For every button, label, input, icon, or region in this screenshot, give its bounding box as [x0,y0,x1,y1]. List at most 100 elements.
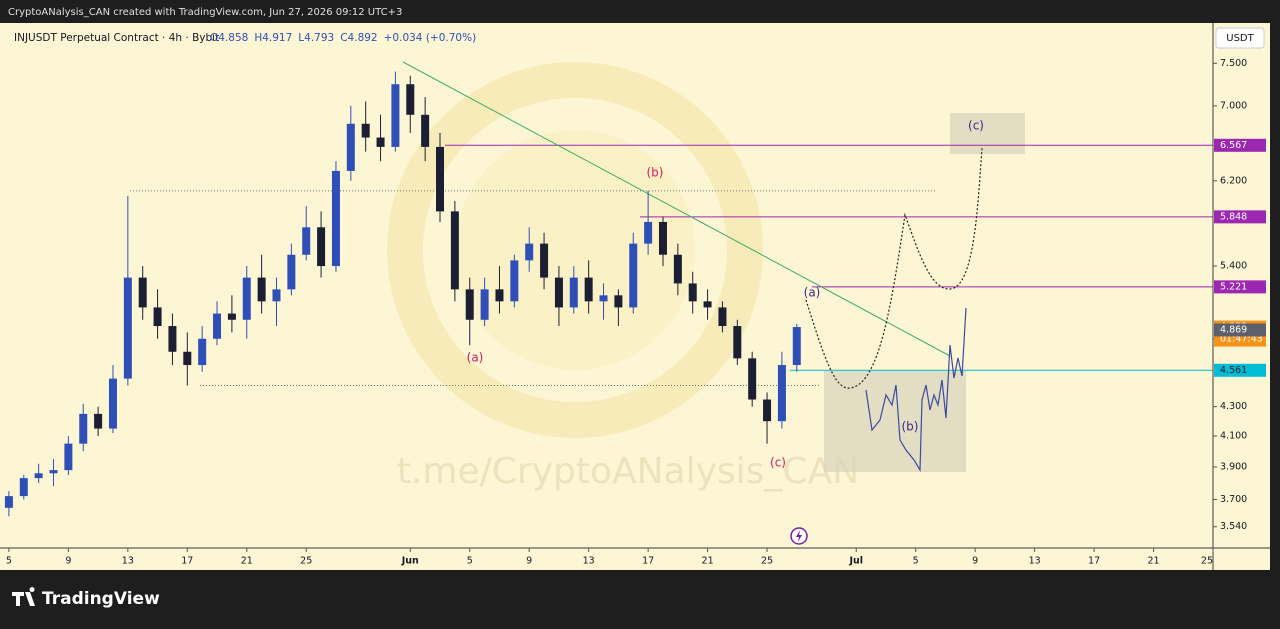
price-label-bg [1214,138,1266,152]
candle-body [168,326,177,352]
x-tick-label: Jun [401,556,419,567]
price-label: 4.561 [1220,365,1247,376]
y-tick-label: 3.540 [1220,521,1247,532]
candle-body [703,301,712,308]
price-label-bg [1214,280,1266,294]
candle-body [49,470,58,474]
candle-body [436,146,445,212]
price-label-bg [1214,363,1266,377]
candle-body [64,443,73,471]
wave-label: (c) [770,456,786,470]
candle-body [287,254,296,290]
currency: USDT [1226,33,1254,44]
ohlc-value: H4.917 [254,32,292,44]
brand-logo [12,587,35,606]
currency-button[interactable] [1215,27,1265,49]
candle-body [644,221,653,244]
candle-body [317,227,326,267]
wave-label: (c) [968,119,984,133]
watermark-logo [455,130,695,370]
y-tick-label: 3.700 [1220,494,1247,505]
candle-body [242,277,251,320]
candle-body [540,243,549,278]
candle-body [346,123,355,171]
frame [1270,23,1280,570]
price-label: 5.848 [1220,211,1247,222]
x-tick-label: 13 [122,556,134,567]
brand: TradingView [42,589,160,609]
candle-body [302,227,311,255]
candle-body [599,295,608,302]
x-tick-label: 13 [583,556,595,567]
candle-body [4,496,13,508]
candle-body [510,260,519,302]
x-tick-label: 25 [761,556,773,567]
projection-path [805,147,983,389]
candle-body [673,254,682,284]
candle-body [495,289,504,302]
candle-body [658,221,667,255]
price-label: 5.221 [1220,281,1247,292]
candle-body [213,313,222,339]
candle-body [376,137,385,147]
candle-body [34,473,43,479]
trendline [402,61,951,357]
ohlc-value: L4.793 [298,32,334,44]
candle-body [421,114,430,147]
x-tick-label: Jul [848,556,863,567]
candle-body [525,243,534,261]
candle-body [748,358,757,400]
ohlc-value: +0.034 (+0.70%) [384,32,477,44]
y-tick-label: 6.200 [1220,175,1247,186]
candle-body [763,399,772,422]
ohlc-value: C4.892 [340,32,377,44]
x-tick-label: 21 [241,556,253,567]
projection-box [824,370,966,472]
y-tick-label: 7.000 [1220,100,1247,111]
x-tick-label: 13 [1029,556,1041,567]
candle-body [584,277,593,302]
candle-body [554,277,563,308]
candle-body [138,277,147,308]
candle-body [465,289,474,320]
wave-label: (a) [804,286,821,300]
candle-body [198,338,207,366]
candle-body [629,243,638,308]
price-label: 6.567 [1220,140,1247,151]
candle-body [227,313,236,320]
candle-body [777,365,786,422]
candle-body [480,289,489,320]
x-tick-label: 17 [642,556,654,567]
candle-body [94,413,103,429]
x-tick-label: 21 [1147,556,1159,567]
price-label-bg [1214,323,1266,337]
y-tick-label: 4.300 [1220,401,1247,412]
watermark-logo [387,62,763,438]
credit: CryptoANalysis_CAN created with TradingV… [8,7,402,18]
candle-body [718,307,727,327]
projection-box [950,113,1025,154]
candle-body [79,413,88,444]
wave-label: (b) [647,166,664,180]
candle-body [272,289,281,302]
y-tick-label: 7.500 [1220,58,1247,69]
price-label-bg [1214,210,1266,224]
x-tick-label: 17 [1088,556,1100,567]
candle-body [569,277,578,308]
x-tick-label: 9 [65,556,71,567]
candle-body [123,277,132,379]
candle-body [688,283,697,302]
event-icon [796,530,802,542]
price-label: 4.869 [1220,324,1247,335]
x-tick-label: 5 [913,556,919,567]
projection-path [865,307,967,473]
x-tick-label: 9 [526,556,532,567]
x-tick-label: 9 [972,556,978,567]
x-tick-label: 21 [702,556,714,567]
candle-body [331,170,340,267]
candle-body [391,84,400,147]
candle-body [733,326,742,359]
x-tick-label: 25 [300,556,312,567]
candle-body [108,378,117,429]
